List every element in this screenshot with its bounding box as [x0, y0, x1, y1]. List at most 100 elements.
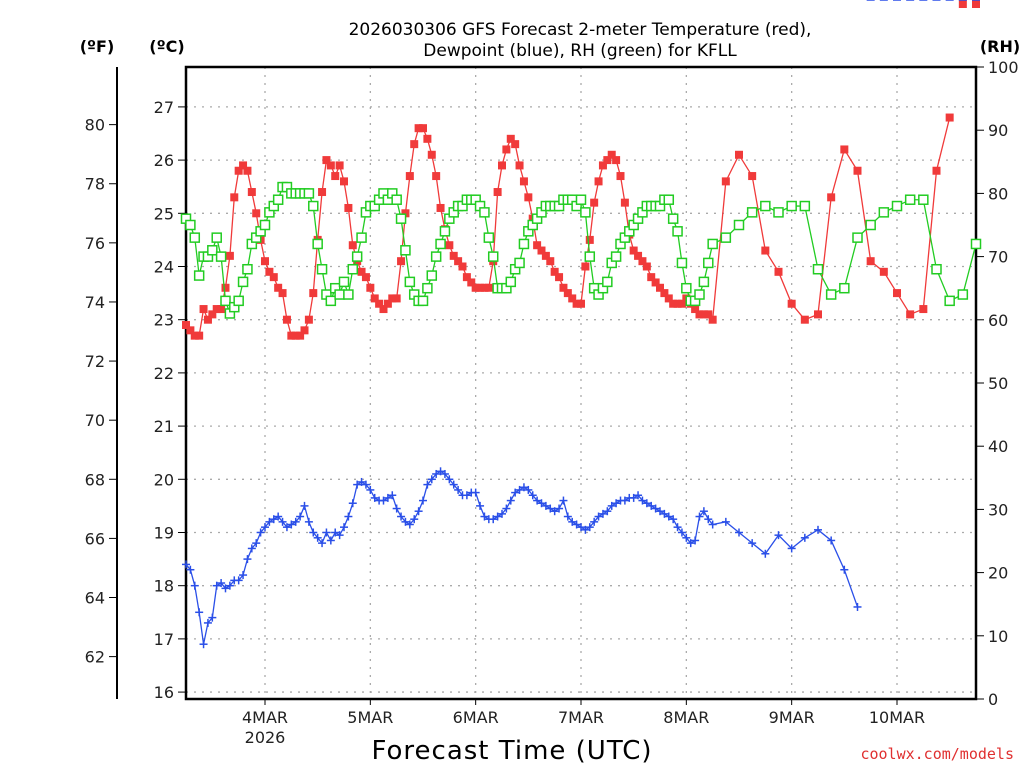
- temperature-point: [932, 166, 941, 175]
- rh-point: [237, 276, 249, 288]
- temperature-point: [467, 278, 476, 287]
- dewpoint-point: [217, 579, 226, 588]
- temperature-point: [866, 257, 875, 266]
- temperature-point: [335, 161, 344, 170]
- rh-point: [347, 263, 359, 275]
- rh-point: [338, 276, 350, 288]
- temperature-point: [296, 331, 305, 340]
- dewpoint-point: [699, 507, 708, 516]
- rh-point: [672, 226, 683, 237]
- celsius-tick-label: 20: [154, 470, 174, 489]
- dewpoint-point: [480, 512, 489, 521]
- temperature-point: [344, 203, 353, 212]
- dewpoint-point: [225, 581, 234, 590]
- temperature-point: [748, 172, 757, 181]
- dewpoint-point: [660, 509, 669, 518]
- dewpoint-point: [340, 523, 348, 532]
- plot-frame: [184, 65, 978, 701]
- temperature-point: [405, 172, 414, 181]
- rh-point: [839, 282, 850, 294]
- temperature-point: [239, 161, 248, 170]
- temperature-point: [629, 246, 638, 255]
- celsius-tick-label: 21: [154, 417, 174, 436]
- celsius-tick-label: 19: [154, 523, 174, 542]
- dewpoint-point: [590, 517, 599, 526]
- temperature-point: [691, 305, 700, 314]
- dewpoint-point: [304, 517, 313, 526]
- dewpoint-point: [419, 496, 427, 505]
- grid: [186, 67, 976, 699]
- temperature-point: [695, 310, 704, 319]
- fahrenheit-tick-label: 72: [85, 352, 105, 371]
- temperature-point: [287, 331, 296, 340]
- dewpoint-point: [568, 517, 577, 526]
- temperature-point: [423, 134, 432, 143]
- temperature-point: [379, 305, 388, 314]
- temperature-point: [572, 299, 581, 308]
- dewpoint-point: [208, 613, 217, 622]
- celsius-tick-label: 25: [154, 204, 174, 223]
- fahrenheit-tick-label: 80: [85, 116, 105, 135]
- rh-point: [400, 245, 411, 256]
- temperature-point: [388, 294, 397, 303]
- rh-point: [575, 194, 587, 205]
- x-axis-label: Forecast Time (UTC): [371, 736, 652, 766]
- rh-point: [707, 238, 718, 250]
- temperature-point: [761, 246, 770, 255]
- dewpoint-point: [265, 517, 274, 526]
- dewpoint-point: [577, 523, 585, 532]
- temperature-point: [642, 262, 651, 271]
- rh-point: [334, 289, 345, 300]
- dewpoint-point: [234, 576, 243, 585]
- rh-point: [931, 263, 942, 275]
- chart-subtitle: Dewpoint (blue), RH (green) for KFLL: [423, 41, 737, 61]
- temperature-point: [515, 161, 524, 170]
- rh-point: [259, 219, 271, 231]
- dewpoint-point: [221, 584, 230, 593]
- temperature-point: [375, 299, 384, 308]
- dewpoint-line: [185, 470, 859, 645]
- temperature-point: [331, 172, 340, 181]
- celsius-tick-label: 22: [154, 364, 174, 383]
- temperature-point: [721, 177, 730, 186]
- rh-point: [351, 251, 363, 262]
- rh-point: [746, 207, 758, 218]
- rh-point: [193, 270, 205, 281]
- dewpoint-point: [247, 544, 256, 553]
- temperature-point: [476, 283, 485, 292]
- temperature-point: [879, 267, 888, 276]
- rh-point: [957, 289, 969, 300]
- rh-point: [220, 295, 231, 307]
- celsius-tick-label: 24: [154, 257, 174, 276]
- temperature-point: [269, 273, 278, 282]
- temperature-point: [519, 177, 528, 186]
- dewpoint-point: [410, 515, 419, 524]
- temperature-point: [414, 124, 423, 133]
- chart-title: 2026030306 GFS Forecast 2-meter Temperat…: [349, 20, 812, 40]
- dewpoint-point: [721, 517, 730, 526]
- x-tick-label: 5MAR: [347, 708, 393, 727]
- temperature-point: [550, 267, 559, 276]
- temperature-point: [906, 310, 915, 319]
- dewpoint-point: [634, 491, 643, 500]
- fahrenheit-tick-label: 64: [85, 589, 105, 608]
- dewpoint-point: [436, 467, 445, 476]
- rh-point: [812, 263, 824, 275]
- dewpoint-point: [546, 504, 555, 513]
- dewpoint-point: [370, 493, 379, 502]
- temperature-point: [458, 262, 467, 271]
- temperature-point: [511, 140, 520, 149]
- temperature-point: [669, 299, 678, 308]
- dewpoint-point: [361, 480, 370, 489]
- dewpoint-point: [252, 539, 261, 548]
- rh-point: [878, 207, 890, 218]
- rh-point: [891, 200, 903, 212]
- temperature-point: [541, 251, 550, 260]
- dewpoint-point: [800, 533, 809, 542]
- temperature-point: [972, 0, 980, 8]
- dewpoint-point: [563, 512, 572, 521]
- dewpoint-point: [572, 520, 581, 529]
- temperature-point: [958, 0, 967, 8]
- rh-point: [233, 295, 244, 307]
- dewpoint-point: [397, 512, 406, 521]
